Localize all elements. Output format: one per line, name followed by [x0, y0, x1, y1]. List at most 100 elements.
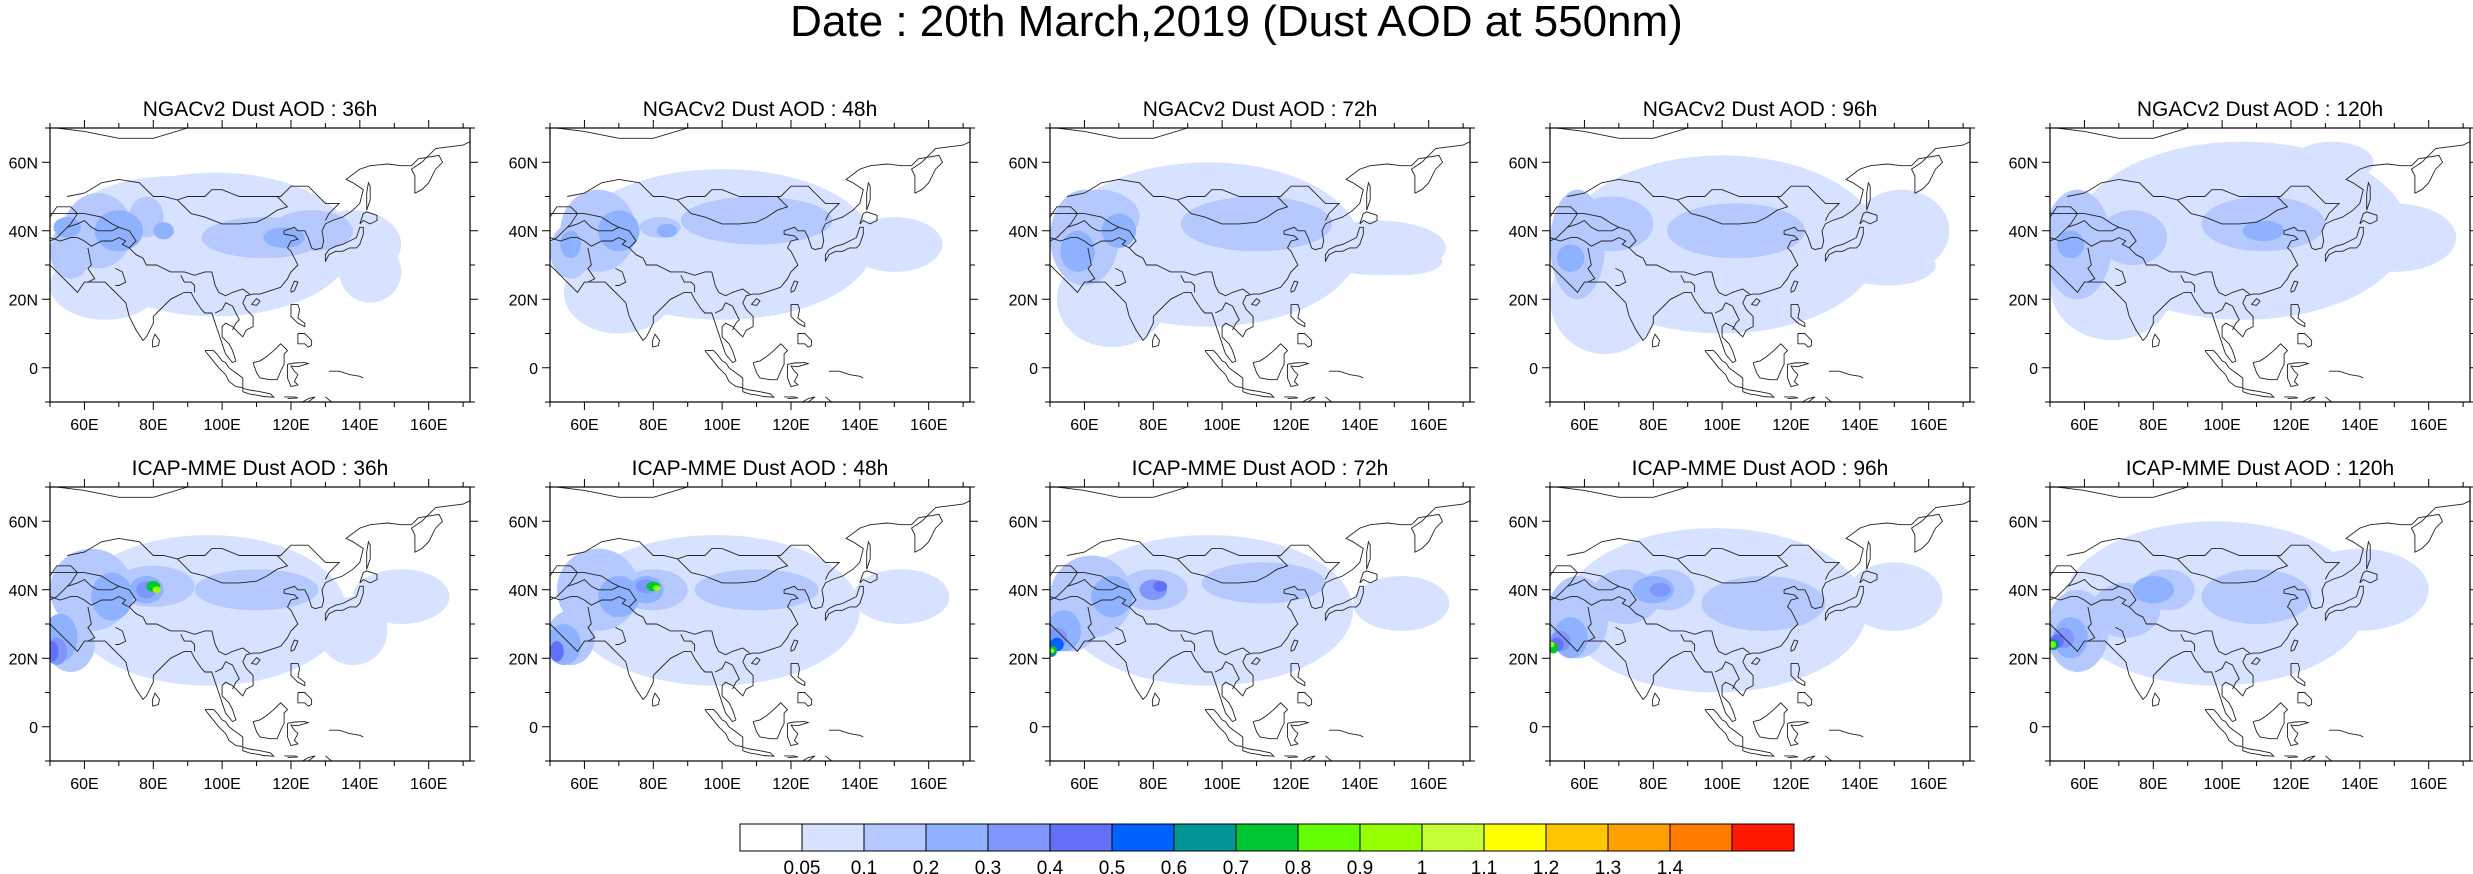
coastline-path: [284, 396, 299, 400]
colorbar-swatch: [1421, 823, 1485, 852]
coastline-path: [115, 267, 127, 286]
coastline-path: [784, 755, 799, 759]
coastline-path: [714, 661, 740, 690]
coastline-path: [2366, 540, 2371, 570]
coastline-path: [251, 298, 261, 306]
x-tick-label: 60E: [1070, 417, 1098, 434]
aod-contour-region: [1667, 203, 1805, 259]
aod-contour-region: [91, 572, 133, 621]
aod-contour-region: [2098, 210, 2168, 265]
coastline-path: [1328, 370, 1364, 379]
coastline-path: [550, 237, 630, 249]
aod-contour-region: [656, 223, 678, 238]
coastline-path: [742, 746, 775, 757]
x-tick-label: 100E: [1703, 417, 1740, 434]
coastline-path: [67, 578, 120, 591]
aod-contour-region: [563, 251, 674, 334]
coastline-path: [1297, 333, 1313, 348]
coastline-path: [115, 626, 127, 645]
coastline-path: [1087, 606, 1096, 642]
coastline-path: [1567, 178, 1841, 221]
y-tick-label: 20N: [509, 651, 538, 668]
colorbar-label: 0.1: [851, 858, 877, 874]
coastline-path: [2067, 178, 2341, 221]
coastlines: [550, 487, 970, 761]
coastline-path: [2359, 570, 2378, 584]
coastline-path: [1824, 585, 1864, 621]
coastline-path: [677, 196, 789, 225]
colorbar-swatch: [1731, 823, 1795, 852]
colorbar-swatch: [1297, 823, 1361, 852]
x-tick-label: 100E: [2203, 417, 2240, 434]
aod-contour-region: [550, 641, 564, 662]
coastline-path: [652, 333, 660, 348]
colorbar-label: 0.7: [1223, 858, 1249, 874]
coastline-path: [1290, 280, 1299, 293]
x-tick-label: 160E: [1410, 417, 1447, 434]
coastline-path: [556, 128, 970, 139]
map-panel: ICAP-MME Dust AOD : 48h 60E 80E 100E 120E 140…: [509, 457, 978, 793]
coastline-path: [824, 585, 864, 621]
coastline-path: [50, 565, 79, 601]
coastline-path: [2152, 692, 2160, 707]
coastline-path: [1152, 333, 1160, 348]
y-tick-label: 20N: [9, 651, 38, 668]
coastline-path: [1790, 280, 1799, 293]
dust-aod-field: [550, 534, 950, 686]
coastline-path: [1180, 275, 1196, 293]
x-tick-label: 140E: [1341, 417, 1378, 434]
coastline-path: [1859, 570, 1878, 584]
coastline-path: [2115, 267, 2127, 286]
colorbar: 0.05 0.1 0.2 0.3 0.4 0.5 0.6 0.7 0.8 0.9 1 1.1 1.2 1.…: [739, 823, 1795, 874]
coastline-path: [1587, 606, 1596, 642]
x-tick-label: 100E: [203, 776, 240, 793]
coastline-path: [1787, 721, 1810, 747]
x-tick-label: 80E: [639, 776, 667, 793]
coastline-path: [752, 702, 789, 740]
coastline-path: [1115, 267, 1127, 286]
x-tick-label: 120E: [272, 776, 309, 793]
coastline-path: [1287, 362, 1310, 388]
y-tick-label: 40N: [1509, 583, 1538, 600]
x-tick-label: 160E: [2410, 417, 2447, 434]
coastline-path: [180, 634, 196, 652]
coastline-path: [328, 729, 364, 738]
coastline-path: [2050, 206, 2079, 242]
coastline-path: [1711, 630, 1750, 656]
coastline-path: [1556, 128, 1970, 139]
coastline-path: [2252, 702, 2289, 740]
colorbar-label: 1.4: [1657, 858, 1684, 874]
coastline-path: [1067, 578, 1120, 591]
coastline-path: [67, 178, 341, 221]
coastline-path: [2366, 181, 2371, 211]
coastline-path: [2180, 634, 2196, 652]
coastline-path: [1704, 350, 1744, 389]
aod-contour-region: [1201, 562, 1326, 604]
coastline-path: [751, 657, 761, 665]
coastline-path: [1324, 585, 1364, 621]
y-tick-label: 20N: [1009, 651, 1038, 668]
coastline-path: [1790, 662, 1806, 687]
x-tick-label: 60E: [1070, 776, 1098, 793]
coastline-path: [1325, 396, 1347, 402]
dust-aod-field: [1050, 162, 1446, 348]
dust-aod-field: [1550, 528, 1943, 693]
coastline-path: [1204, 709, 1244, 748]
coastline-path: [1615, 626, 1627, 645]
dust-aod-field: [1050, 534, 1450, 686]
x-tick-label: 160E: [910, 776, 947, 793]
x-tick-label: 120E: [772, 776, 809, 793]
x-tick-label: 140E: [2341, 417, 2378, 434]
x-tick-label: 140E: [841, 776, 878, 793]
x-tick-label: 100E: [203, 417, 240, 434]
coastline-path: [2211, 271, 2250, 297]
y-tick-label: 60N: [9, 155, 38, 172]
coastline-path: [567, 219, 620, 232]
coastline-path: [56, 128, 470, 139]
colorbar-label: 1.1: [1471, 858, 1497, 874]
coastline-path: [1859, 211, 1878, 225]
coastline-path: [1067, 537, 1341, 580]
coastline-path: [2290, 662, 2306, 687]
aod-contour-region: [1846, 562, 1943, 631]
